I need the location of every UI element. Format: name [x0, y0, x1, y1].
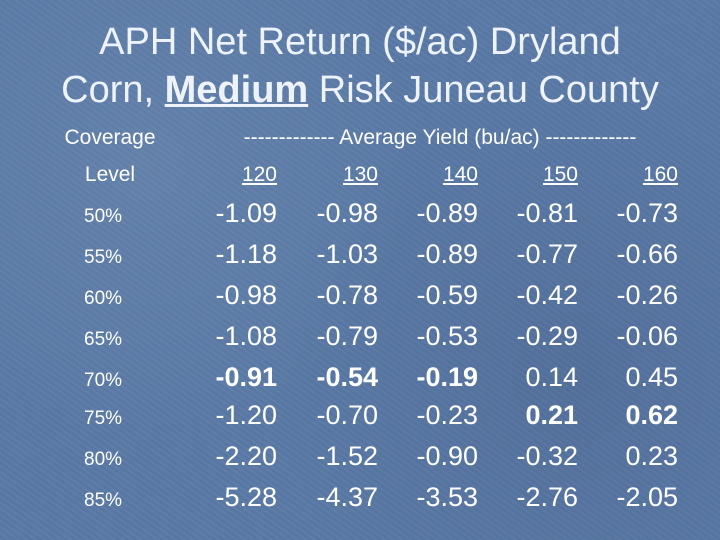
title-risk-level: Medium: [164, 69, 309, 111]
yield-header-4: 160: [642, 163, 678, 186]
net-return-cell: -0.29: [516, 321, 578, 351]
net-return-cell: -2.05: [616, 482, 678, 512]
net-return-cell: -1.52: [316, 441, 378, 471]
net-return-cell: -0.89: [416, 239, 478, 269]
net-return-cell: -2.20: [215, 441, 277, 471]
net-return-cell: 0.21: [525, 400, 578, 430]
net-return-cell: -1.08: [215, 321, 277, 351]
net-return-cell: -3.53: [416, 482, 478, 512]
coverage-level-label: 60%: [84, 288, 123, 309]
net-return-cell: -0.79: [316, 321, 378, 351]
coverage-level-label: 65%: [84, 329, 123, 350]
yield-header-1: 130: [342, 163, 378, 186]
net-return-cell: 0.45: [625, 362, 678, 392]
title-line-2: Corn, Medium Risk Juneau County: [0, 66, 720, 114]
net-return-cell: 0.23: [625, 441, 678, 471]
level-header: Level: [84, 163, 136, 186]
net-return-cell: -2.76: [516, 482, 578, 512]
net-return-cell: -0.98: [215, 280, 277, 310]
coverage-level-label: 75%: [84, 408, 123, 429]
net-return-cell: -0.59: [416, 280, 478, 310]
net-return-cell: -1.09: [215, 198, 277, 228]
net-return-cell: -0.26: [616, 280, 678, 310]
net-return-cell: 0.14: [525, 362, 578, 392]
yield-header-0: 120: [241, 163, 277, 186]
net-return-cell: -0.32: [516, 441, 578, 471]
net-return-cell: 0.62: [625, 400, 678, 430]
net-return-cell: -0.19: [416, 362, 478, 392]
net-return-cell: -0.06: [616, 321, 678, 351]
coverage-level-label: 55%: [84, 247, 123, 268]
coverage-header: Coverage: [64, 126, 156, 149]
net-return-cell: -1.03: [316, 239, 378, 269]
coverage-level-label: 70%: [84, 370, 123, 391]
yield-header-3: 150: [542, 163, 578, 186]
net-return-cell: -5.28: [215, 482, 277, 512]
coverage-level-label: 80%: [84, 449, 123, 470]
net-return-cell: -0.53: [416, 321, 478, 351]
net-return-cell: -1.18: [215, 239, 277, 269]
title-line-2-prefix: Corn,: [61, 69, 165, 111]
net-return-cell: -0.70: [316, 400, 378, 430]
net-return-cell: -0.89: [416, 198, 478, 228]
net-return-cell: -1.20: [215, 400, 277, 430]
slide-title: APH Net Return ($/ac) Dryland Corn, Medi…: [0, 18, 720, 114]
net-return-cell: -0.78: [316, 280, 378, 310]
net-return-cell: -0.54: [316, 362, 378, 392]
net-return-cell: -0.77: [516, 239, 578, 269]
title-line-1: APH Net Return ($/ac) Dryland: [99, 21, 621, 63]
net-return-cell: -0.42: [516, 280, 578, 310]
title-line-2-suffix: Risk Juneau County: [308, 69, 659, 111]
coverage-level-label: 50%: [84, 206, 123, 227]
net-return-cell: -0.91: [215, 362, 277, 392]
net-return-cell: -0.90: [416, 441, 478, 471]
net-return-cell: -0.23: [416, 400, 478, 430]
yield-header-2: 140: [442, 163, 478, 186]
coverage-level-label: 85%: [84, 490, 123, 511]
net-return-cell: -0.98: [316, 198, 378, 228]
net-return-cell: -0.81: [516, 198, 578, 228]
average-yield-header: ------------- Average Yield (bu/ac) ----…: [243, 126, 637, 149]
net-return-cell: -0.73: [616, 198, 678, 228]
net-return-cell: -0.66: [616, 239, 678, 269]
net-return-cell: -4.37: [316, 482, 378, 512]
